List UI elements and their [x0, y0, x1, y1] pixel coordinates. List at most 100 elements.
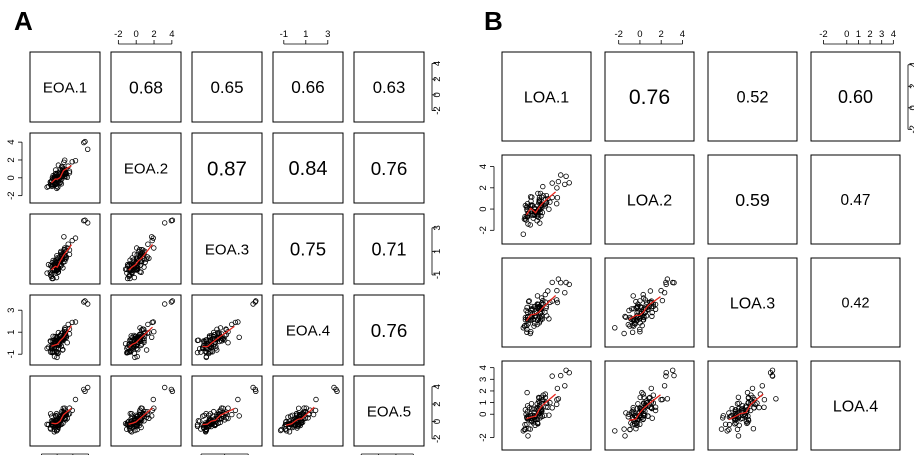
left-tick-label: 0: [478, 412, 489, 417]
scatter-point: [637, 394, 643, 401]
correlation-value: 0.60: [838, 87, 873, 107]
scatter-point: [554, 287, 560, 294]
panel-frame: [110, 375, 182, 447]
scatter-point: [741, 411, 748, 417]
scatter-point: [526, 298, 532, 304]
top-tick-label: -1: [280, 29, 288, 40]
scatter-point: [639, 389, 645, 396]
scatter-point: [169, 298, 176, 304]
scatter-point: [720, 415, 726, 421]
scatter-point: [294, 423, 301, 429]
pairs-matrix-b: LOA.1 0.76 0.52 0.60 LOA.2 0.59 0.47 LOA.3 0.42 L…: [478, 29, 914, 451]
scatter-point: [72, 319, 79, 325]
scatter-point: [525, 298, 532, 305]
scatter-point: [305, 415, 311, 421]
scatter-point: [334, 388, 340, 394]
scatter-point: [539, 413, 546, 419]
panel-frame: [272, 213, 344, 285]
scatter-point: [549, 180, 555, 186]
scatter-point: [53, 180, 60, 187]
scatter-point: [141, 326, 147, 332]
scatter-point: [554, 200, 560, 207]
scatter-point: [217, 325, 224, 331]
left-tick-label: -1: [6, 350, 17, 358]
scatter-point: [521, 426, 528, 433]
scatter-point: [539, 300, 545, 306]
scatter-point: [647, 288, 654, 294]
scatter-point: [53, 268, 60, 274]
scatter-point: [622, 433, 628, 439]
scatter-point: [523, 307, 529, 314]
scatter-point: [84, 384, 91, 391]
scatter-point: [82, 388, 88, 394]
correlation-value: 0.59: [735, 190, 770, 210]
scatter-point: [549, 279, 555, 286]
scatter-point: [558, 372, 564, 379]
scatter-point: [194, 423, 201, 429]
right-tick-label: -1: [432, 271, 443, 279]
scatter-point: [203, 410, 209, 417]
scatter-point: [563, 173, 569, 179]
scatter-point: [638, 408, 645, 414]
scatter-point: [659, 297, 666, 304]
top-tick-label: 1: [303, 29, 308, 40]
top-tick-label: -2: [819, 29, 827, 40]
scatter-point: [744, 389, 751, 396]
panel-frame: [272, 375, 344, 447]
scatter-point: [53, 410, 60, 417]
panel-frame: [604, 154, 695, 245]
variable-label: LOA.2: [627, 192, 672, 209]
smoother-line: [628, 394, 661, 422]
scatter-point: [137, 252, 143, 259]
scatter-point: [536, 394, 542, 401]
panel-frame: [29, 51, 101, 123]
panel-frame: [501, 51, 592, 142]
scatter-point: [148, 234, 155, 240]
scatter-point: [749, 385, 756, 392]
scatter-point: [722, 421, 729, 427]
scatter-point: [292, 418, 299, 424]
scatter-point: [531, 406, 537, 412]
scatter-point: [555, 276, 562, 282]
smoother-line: [628, 296, 661, 321]
scatter-point: [225, 340, 231, 346]
scatter-point: [220, 336, 226, 342]
smoother-line: [128, 407, 153, 425]
scatter-point: [278, 426, 285, 433]
scatter-point: [524, 421, 530, 427]
scatter-point: [148, 413, 155, 419]
left-tick-label: -2: [6, 191, 17, 199]
scatter-point: [253, 298, 259, 304]
scatter-point: [629, 329, 636, 335]
scatter-point: [58, 249, 64, 256]
scatter-point: [637, 421, 643, 427]
smoother-line: [51, 325, 73, 347]
top-tick-label: 3: [325, 29, 330, 40]
scatter-point: [54, 252, 60, 259]
scatter-point: [761, 397, 768, 403]
scatter-point: [761, 404, 767, 410]
right-tick-label: 4: [908, 62, 914, 67]
top-tick-label: 0: [134, 29, 139, 40]
panel-frame: [604, 257, 695, 348]
panel-frame: [29, 213, 101, 285]
scatter-point: [562, 181, 568, 188]
top-tick-label: -2: [114, 29, 122, 40]
scatter-point: [540, 183, 546, 190]
scatter-point: [626, 411, 632, 417]
panel-frame: [501, 154, 592, 245]
scatter-point: [213, 345, 219, 351]
scatter-point: [45, 344, 52, 350]
scatter-point: [622, 313, 628, 320]
scatter-point: [630, 404, 636, 411]
right-tick-label: 2: [908, 84, 914, 89]
scatter-point: [663, 373, 669, 379]
scatter-point: [554, 401, 560, 408]
right-tick-label: 0: [432, 419, 443, 424]
scatter-point: [629, 421, 636, 428]
scatter-point: [84, 146, 91, 152]
scatter-point: [206, 333, 213, 339]
scatter-point: [726, 426, 732, 433]
scatter-point: [652, 407, 659, 414]
scatter-point: [623, 410, 629, 416]
